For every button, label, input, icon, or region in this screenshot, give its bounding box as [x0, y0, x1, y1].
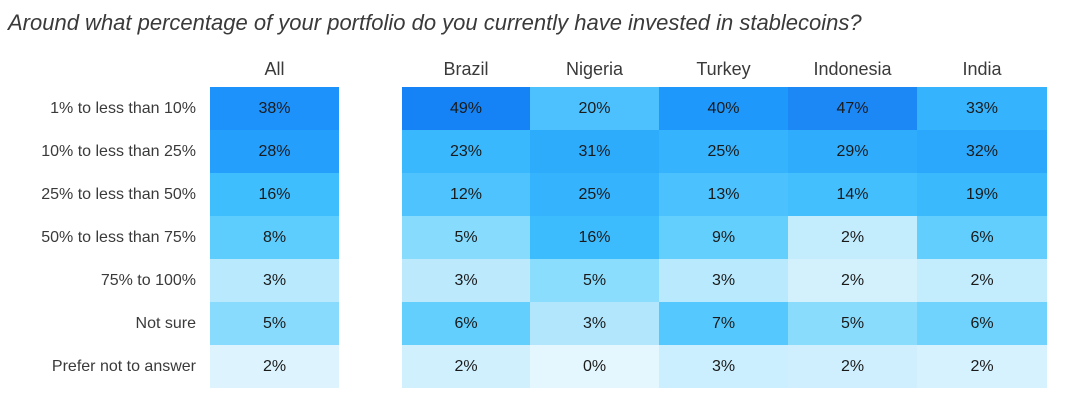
column-header-brazil: Brazil [443, 59, 489, 79]
heatmap-cell-indonesia: 47% [788, 87, 917, 130]
heatmap-cell-brazil: 2% [402, 345, 530, 388]
heatmap-cell-nigeria: 31% [530, 130, 659, 173]
heatmap-cell-nigeria: 16% [530, 216, 659, 259]
heatmap-cell-indonesia: 29% [788, 130, 917, 173]
row-label: 1% to less than 10% [50, 100, 196, 117]
row-label: 50% to less than 75% [41, 229, 196, 246]
heatmap-cell-all: 8% [210, 216, 339, 259]
heatmap-cell-turkey: 40% [659, 87, 788, 130]
heatmap-cell-india: 19% [917, 173, 1047, 216]
heatmap-cell-indonesia: 2% [788, 259, 917, 302]
heatmap-cell-india: 33% [917, 87, 1047, 130]
heatmap-cell-nigeria: 0% [530, 345, 659, 388]
heatmap-cell-turkey: 3% [659, 259, 788, 302]
chart-title: Around what percentage of your portfolio… [8, 10, 862, 35]
heatmap-cell-brazil: 5% [402, 216, 530, 259]
heatmap-cell-indonesia: 2% [788, 345, 917, 388]
column-header-indonesia: Indonesia [813, 59, 892, 79]
heatmap-cell-brazil: 23% [402, 130, 530, 173]
heatmap-cell-indonesia: 14% [788, 173, 917, 216]
row-label: 75% to 100% [100, 272, 196, 289]
heatmap-cell-indonesia: 5% [788, 302, 917, 345]
heatmap-cell-turkey: 25% [659, 130, 788, 173]
heatmap-cell-nigeria: 5% [530, 259, 659, 302]
heatmap-cell-turkey: 13% [659, 173, 788, 216]
column-header-nigeria: Nigeria [565, 59, 624, 79]
row-label: 10% to less than 25% [41, 143, 196, 160]
heatmap-cell-turkey: 7% [659, 302, 788, 345]
heatmap-cell-all: 2% [210, 345, 339, 388]
heatmap-cell-india: 32% [917, 130, 1047, 173]
heatmap-cell-indonesia: 2% [788, 216, 917, 259]
heatmap-cell-all: 3% [210, 259, 339, 302]
heatmap-cell-all: 38% [210, 87, 339, 130]
row-label: 25% to less than 50% [41, 186, 196, 203]
row-label: Not sure [135, 315, 196, 332]
heatmap-cell-india: 2% [917, 259, 1047, 302]
heatmap-cell-all: 5% [210, 302, 339, 345]
heatmap-cell-india: 6% [917, 216, 1047, 259]
column-header-all: All [264, 59, 285, 79]
heatmap-cell-brazil: 3% [402, 259, 530, 302]
heatmap-cell-nigeria: 3% [530, 302, 659, 345]
column-header-india: India [962, 59, 1002, 79]
heatmap-cell-brazil: 6% [402, 302, 530, 345]
heatmap-cell-all: 28% [210, 130, 339, 173]
row-label: Prefer not to answer [51, 358, 196, 375]
heatmap-cell-all: 16% [210, 173, 339, 216]
heatmap-cell-turkey: 9% [659, 216, 788, 259]
heatmap-cell-nigeria: 25% [530, 173, 659, 216]
column-header-turkey: Turkey [696, 59, 751, 79]
heatmap-cell-india: 6% [917, 302, 1047, 345]
heatmap-cell-turkey: 3% [659, 345, 788, 388]
heatmap-cell-brazil: 12% [402, 173, 530, 216]
heatmap-cell-india: 2% [917, 345, 1047, 388]
heatmap-cell-brazil: 49% [402, 87, 530, 130]
heatmap-cell-nigeria: 20% [530, 87, 659, 130]
